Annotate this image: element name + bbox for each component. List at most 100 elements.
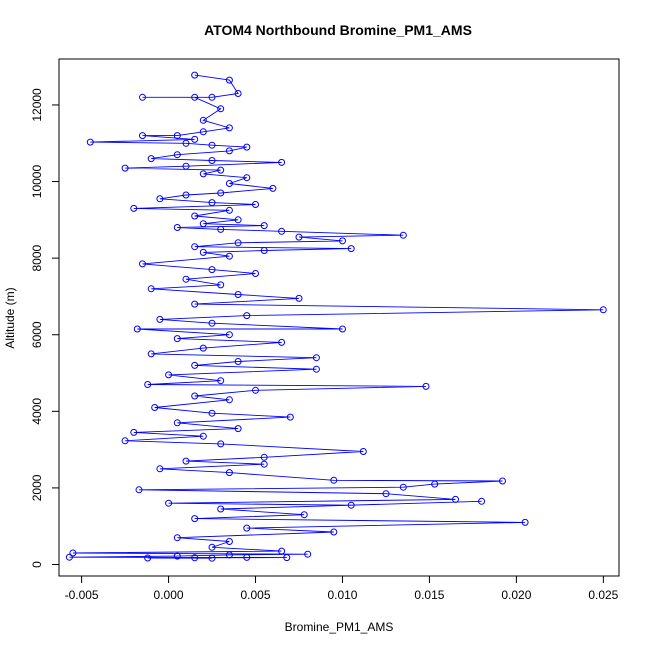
data-point: [260, 460, 268, 468]
data-point: [225, 206, 233, 214]
data-point: [199, 170, 207, 178]
data-point: [69, 549, 77, 557]
y-axis-label: Altitude (m): [3, 287, 17, 348]
data-point: [234, 216, 242, 224]
x-tick-label: 0.005: [241, 588, 271, 602]
data-point: [151, 404, 159, 411]
data-point: [147, 155, 155, 163]
data-point: [225, 331, 233, 339]
data-point: [252, 386, 259, 394]
data-point: [173, 335, 181, 343]
data-point: [359, 448, 367, 455]
x-tick-label: 0.000: [154, 588, 184, 602]
data-point: [243, 312, 251, 320]
data-point: [217, 189, 225, 197]
data-point: [208, 319, 216, 327]
data-point: [182, 139, 190, 147]
data-point: [399, 483, 407, 491]
y-axis: 0 2000 4000 6000 8000 10000 12000: [30, 88, 60, 568]
data-point: [173, 151, 181, 159]
data-point: [234, 291, 242, 298]
chart-title: ATOM4 Northbound Bromine_PM1_AMS: [204, 22, 472, 38]
data-point: [65, 553, 73, 561]
data-point: [130, 428, 138, 436]
data-point: [260, 453, 268, 461]
x-tick-label: 0.020: [501, 588, 531, 602]
data-point: [422, 382, 430, 390]
data-point: [217, 377, 225, 385]
data-point: [300, 511, 308, 519]
data-point: [252, 270, 259, 277]
data-point: [312, 354, 320, 362]
data-point: [173, 224, 181, 231]
data-point: [139, 93, 146, 101]
data-point: [165, 499, 173, 507]
data-point: [599, 306, 607, 314]
data-point: [199, 220, 207, 228]
data-point: [208, 157, 216, 164]
data-point: [199, 344, 207, 352]
data-point: [217, 505, 225, 513]
data-point: [191, 135, 199, 143]
data-point: [147, 285, 155, 293]
data-point: [217, 105, 225, 113]
data-point: [330, 528, 338, 536]
data-point: [156, 315, 164, 323]
data-point: [399, 231, 407, 239]
data-point: [278, 227, 286, 235]
data-point: [521, 518, 529, 526]
data-point: [173, 132, 181, 140]
data-point: [135, 486, 143, 494]
data-point: [191, 300, 199, 308]
data-point: [199, 116, 207, 124]
x-tick-label: -0.005: [65, 588, 99, 602]
data-point: [478, 497, 486, 505]
data-point: [191, 71, 199, 79]
y-tick-label: 0: [30, 561, 44, 568]
data-point: [286, 413, 294, 421]
x-tick-label: 0.015: [414, 588, 444, 602]
data-point: [260, 222, 268, 230]
y-tick-label: 2000: [30, 474, 44, 501]
data-point: [225, 551, 233, 559]
data-point: [234, 90, 242, 97]
data-point: [208, 199, 216, 207]
data-point: [191, 361, 199, 369]
data-point: [86, 138, 94, 146]
data-point: [225, 76, 233, 84]
data-point: [191, 212, 199, 220]
x-axis-label: Bromine_PM1_AMS: [285, 620, 394, 634]
data-point: [156, 195, 164, 203]
data-point: [339, 237, 346, 245]
data-point: [208, 266, 216, 274]
data-point: [283, 554, 291, 562]
data-point: [234, 239, 242, 247]
data-point: [121, 164, 129, 172]
data-point: [225, 147, 233, 155]
data-point: [278, 338, 286, 346]
data-point: [130, 204, 138, 212]
data-point: [225, 180, 233, 187]
data-point: [139, 132, 146, 140]
data-point: [452, 495, 459, 503]
data-point: [217, 440, 225, 448]
data-point: [225, 252, 233, 260]
y-tick-label: 10000: [30, 165, 44, 199]
data-point: [191, 243, 199, 251]
data-point: [208, 554, 216, 562]
data-point: [144, 381, 152, 388]
data-point: [173, 552, 181, 560]
data-point: [243, 143, 251, 151]
data-point: [499, 477, 506, 485]
data-point: [199, 128, 207, 136]
data-point: [208, 543, 216, 551]
data-point: [182, 191, 190, 199]
data-point: [208, 93, 216, 101]
data-point: [217, 225, 225, 233]
data-point: [199, 432, 207, 440]
y-tick-label: 12000: [30, 88, 44, 122]
series-line-0: [69, 74, 604, 559]
data-point: [243, 553, 251, 561]
